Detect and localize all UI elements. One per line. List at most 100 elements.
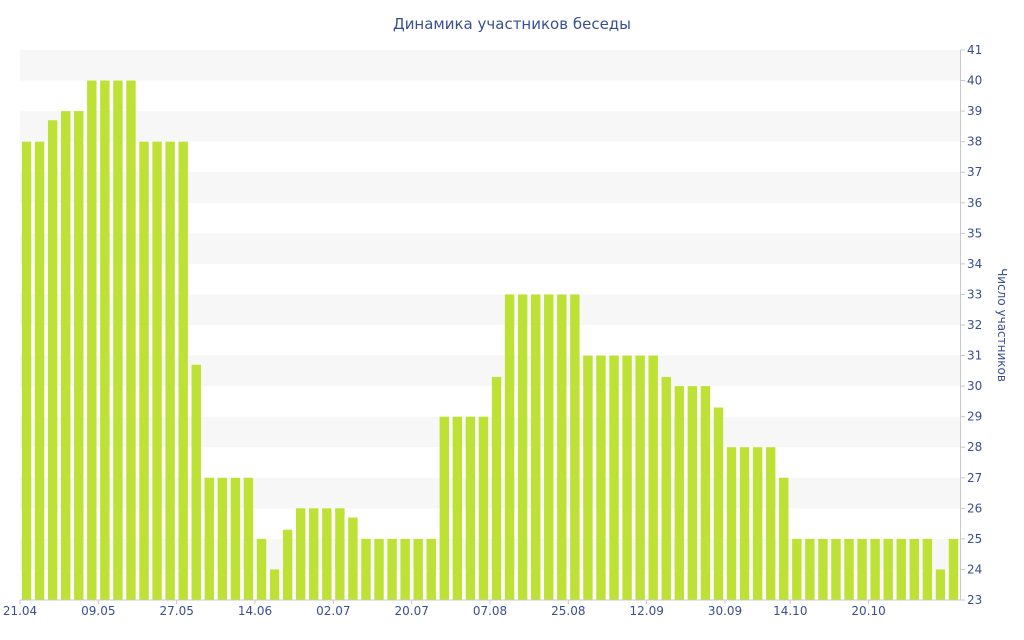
y-tick-label: 39: [967, 104, 982, 118]
y-tick-label: 34: [967, 257, 982, 271]
bar: [648, 355, 658, 600]
chart-title: Динамика участников беседы: [393, 15, 631, 33]
bar: [583, 355, 593, 600]
bar: [478, 416, 489, 600]
bar: [609, 355, 619, 600]
y-tick-label: 29: [967, 410, 982, 424]
bar: [635, 355, 645, 600]
bar: [204, 477, 215, 600]
x-tick-label: 21.04: [3, 604, 37, 618]
bar: [831, 538, 841, 600]
grid-band: [20, 477, 960, 509]
bar: [596, 355, 606, 600]
y-tick-label: 31: [967, 349, 982, 363]
bar: [726, 447, 737, 600]
bar: [818, 538, 828, 600]
grid-band: [20, 294, 960, 325]
y-tick-label: 35: [967, 226, 982, 240]
x-tick-label: 25.08: [551, 604, 585, 618]
bar: [465, 416, 476, 600]
bars: [21, 80, 959, 601]
x-tick-label: 14.06: [238, 604, 272, 618]
bar: [700, 386, 711, 600]
bar: [191, 364, 201, 600]
bar: [426, 538, 436, 600]
y-tick-label: 40: [967, 74, 982, 88]
grid-band: [20, 50, 960, 81]
bar: [544, 294, 554, 600]
y-tick-label: 36: [967, 196, 982, 210]
bar: [335, 508, 345, 600]
bar: [361, 538, 371, 600]
bar: [348, 517, 358, 600]
bar: [139, 141, 149, 601]
bar: [779, 477, 789, 600]
bar: [178, 141, 188, 601]
x-tick-label: 20.07: [394, 604, 428, 618]
y-tick-label: 25: [967, 532, 982, 546]
x-tick-label: 20.10: [851, 604, 885, 618]
bar: [792, 538, 802, 600]
bar: [60, 111, 71, 601]
x-tick-label: 27.05: [159, 604, 193, 618]
bar: [713, 407, 724, 600]
bar: [844, 538, 854, 600]
y-tick-label: 33: [967, 287, 982, 301]
bar: [622, 355, 632, 600]
y-tick-label: 28: [967, 440, 982, 454]
bar: [113, 80, 123, 600]
bar: [491, 376, 502, 600]
bar: [21, 141, 32, 601]
y-tick-label: 23: [967, 593, 982, 607]
bar: [883, 538, 893, 600]
y-tick-label: 30: [967, 379, 982, 393]
y-tick-label: 26: [967, 501, 982, 515]
bar: [739, 447, 750, 600]
x-tick-labels: 21.04 09.05 27.05 14.06 02.07 20.07 07.08 25.08…: [3, 600, 886, 618]
y-tick-label: 24: [967, 562, 982, 576]
bar: [47, 120, 58, 600]
bar: [517, 294, 528, 600]
bar: [870, 538, 880, 600]
bar: [243, 477, 254, 600]
grid-band: [20, 233, 960, 264]
bar: [557, 294, 567, 600]
bar: [230, 477, 241, 600]
bar: [87, 80, 97, 600]
bar: [530, 294, 541, 600]
grid-band: [20, 538, 960, 570]
y-tick-label: 41: [967, 43, 982, 57]
y-tick-labels: 23 24 25 26 27 28 29 30 31 32 33 34 35 36 37 38 39 40 41: [960, 43, 982, 607]
bar: [256, 538, 267, 600]
bar: [948, 538, 959, 600]
x-tick-label: 14.10: [773, 604, 807, 618]
bar: [570, 294, 580, 600]
bar: [752, 447, 763, 600]
bar: [322, 508, 332, 600]
bar: [687, 386, 698, 600]
bar: [909, 538, 920, 600]
bar: [100, 80, 110, 600]
y-axis-label: Число участников: [995, 268, 1009, 382]
bar: [765, 447, 776, 600]
bar: [857, 538, 867, 600]
grid-bands: [20, 50, 960, 570]
bar: [922, 538, 933, 600]
bar: [152, 141, 162, 601]
bar: [400, 538, 410, 600]
x-tick-label: 30.09: [708, 604, 742, 618]
grid-band: [20, 172, 960, 203]
bar: [935, 569, 946, 600]
bar: [674, 386, 685, 600]
bar: [269, 569, 280, 600]
bar: [165, 141, 175, 601]
x-tick-label: 07.08: [473, 604, 507, 618]
bar: [504, 294, 515, 600]
bar: [387, 538, 397, 600]
grid-band: [20, 355, 960, 387]
bar: [282, 529, 293, 600]
bar: [413, 538, 423, 600]
bar: [374, 538, 384, 600]
bar: [661, 376, 671, 600]
